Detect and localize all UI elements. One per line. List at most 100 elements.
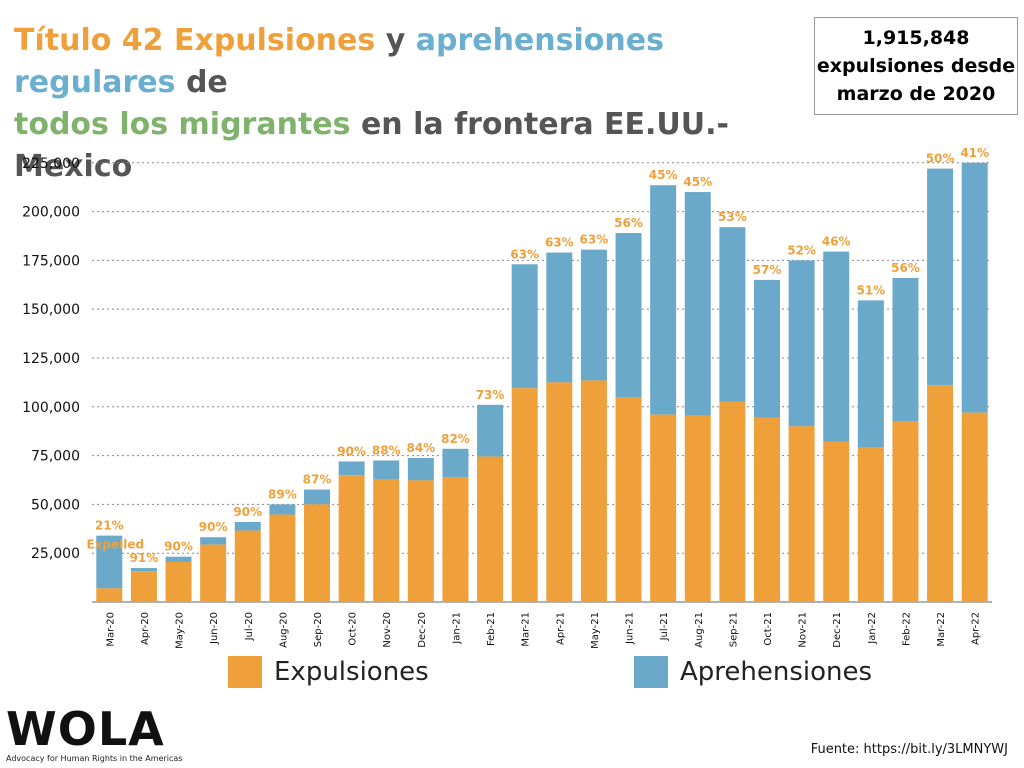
bar-expulsiones: [927, 385, 954, 602]
y-tick-label: 50,000: [31, 497, 80, 513]
legend-swatch-expulsiones: [228, 656, 262, 688]
x-tick-label: Apr-20: [140, 612, 151, 645]
x-tick-label: Apr-21: [555, 612, 566, 645]
bar-expulsiones: [200, 544, 227, 602]
pct-label: 90%: [164, 540, 193, 554]
pct-label: 63%: [510, 247, 539, 261]
title-part-frontera: en la frontera EE.UU.-Mexico: [14, 107, 730, 184]
pct-label: 88%: [372, 443, 401, 457]
pct-label: 73%: [476, 388, 505, 402]
x-tick-label: Jul-21: [659, 612, 670, 641]
bar-aprehensiones: [615, 233, 642, 398]
bar-aprehensiones: [269, 504, 296, 515]
bar-expulsiones: [580, 380, 607, 602]
bar-aprehensiones: [580, 249, 607, 381]
chart-title: Título 42 Expulsiones y aprehensiones re…: [14, 20, 804, 188]
pct-label: 45%: [683, 175, 712, 189]
bar-expulsiones: [407, 480, 434, 602]
bar-aprehensiones: [857, 300, 884, 448]
bar-expulsiones: [442, 477, 469, 602]
y-tick-label: 150,000: [22, 302, 80, 318]
pct-label: 91%: [130, 551, 159, 565]
x-tick-label: Sep-20: [313, 612, 324, 647]
callout-line-3: marzo de 2020: [836, 83, 996, 105]
pct-label: 41%: [960, 146, 989, 160]
bar-expulsiones: [338, 475, 365, 602]
bar-aprehensiones: [373, 460, 400, 480]
legend-swatch-aprehensiones: [634, 656, 668, 688]
pct-label: 82%: [441, 432, 470, 446]
x-tick-label: May-21: [590, 612, 601, 649]
bar-expulsiones: [96, 588, 123, 602]
bar-expulsiones: [304, 504, 330, 602]
expelled-annotation: Expelled: [86, 538, 144, 552]
source-note: Fuente: https://bit.ly/3LMNYWJ: [810, 742, 1008, 757]
x-tick-label: Mar-20: [105, 612, 116, 647]
x-tick-label: Aug-20: [278, 612, 289, 648]
x-tick-label: Mar-22: [936, 612, 947, 647]
x-tick-label: Nov-20: [382, 612, 393, 648]
x-tick-label: Jun-20: [209, 612, 220, 645]
pct-label: 63%: [545, 236, 574, 250]
bar-expulsiones: [546, 382, 573, 602]
logo-tagline: Advocacy for Human Rights in the America…: [6, 754, 183, 763]
bar-aprehensiones: [338, 461, 365, 476]
pct-label: 84%: [406, 441, 435, 455]
bar-aprehensiones: [927, 168, 954, 386]
logo-wordmark: WOLA: [6, 702, 165, 756]
bar-aprehensiones: [961, 162, 988, 413]
pct-label: 90%: [233, 505, 262, 519]
pct-label: 56%: [891, 261, 920, 275]
pct-label: 56%: [614, 216, 643, 230]
x-tick-label: Jul-20: [244, 612, 255, 641]
x-tick-label: Oct-21: [763, 612, 774, 646]
x-tick-label: Dec-20: [417, 612, 428, 648]
bar-expulsiones: [234, 530, 261, 602]
x-tick-label: Sep-21: [728, 612, 739, 647]
legend-label-aprehensiones: Aprehensiones: [680, 657, 873, 687]
x-tick-label: Nov-21: [798, 612, 809, 648]
x-tick-label: Oct-20: [348, 612, 359, 646]
x-tick-label: Jun-21: [625, 612, 636, 645]
bar-aprehensiones: [684, 192, 711, 416]
bar-aprehensiones: [754, 279, 780, 418]
bar-aprehensiones: [234, 521, 261, 531]
y-tick-label: 125,000: [22, 351, 80, 367]
legend-expulsiones: Expulsiones: [228, 656, 429, 688]
legend-label-expulsiones: Expulsiones: [274, 657, 429, 687]
y-tick-label: 75,000: [31, 449, 80, 465]
bar-expulsiones: [130, 571, 157, 602]
pct-label: 63%: [580, 233, 609, 247]
bar-expulsiones: [650, 414, 677, 602]
bar-expulsiones: [615, 397, 642, 602]
y-tick-label: 175,000: [22, 253, 80, 269]
pct-label: 45%: [649, 168, 678, 182]
x-tick-label: Aug-21: [694, 612, 705, 648]
x-tick-label: Mar-21: [521, 612, 532, 647]
callout-number: 1,915,848: [862, 27, 970, 49]
bar-expulsiones: [892, 421, 919, 602]
bar-expulsiones: [857, 447, 884, 602]
pct-label: 89%: [268, 487, 297, 501]
pct-label: 51%: [856, 283, 885, 297]
pct-label: 52%: [787, 243, 816, 257]
pct-label: 46%: [822, 235, 851, 249]
x-tick-label: Dec-21: [832, 612, 843, 648]
legend-aprehensiones: Aprehensiones: [634, 656, 872, 688]
pct-label: 53%: [718, 210, 747, 224]
bar-expulsiones: [684, 415, 711, 602]
x-tick-label: Jan-22: [867, 612, 878, 645]
pct-label: 57%: [753, 263, 782, 277]
bar-aprehensiones: [719, 227, 746, 402]
bar-aprehensiones: [165, 556, 192, 562]
bar-aprehensiones: [130, 568, 157, 572]
pct-label: 87%: [303, 473, 332, 487]
y-tick-label: 200,000: [22, 205, 80, 221]
bar-expulsiones: [788, 426, 815, 602]
bar-expulsiones: [165, 561, 192, 602]
bar-expulsiones: [961, 412, 988, 602]
bar-aprehensiones: [407, 457, 434, 481]
title-part-de: de: [175, 65, 228, 100]
bar-aprehensiones: [546, 252, 573, 383]
title-part-aprehensiones: aprehensiones regulares: [14, 23, 664, 100]
